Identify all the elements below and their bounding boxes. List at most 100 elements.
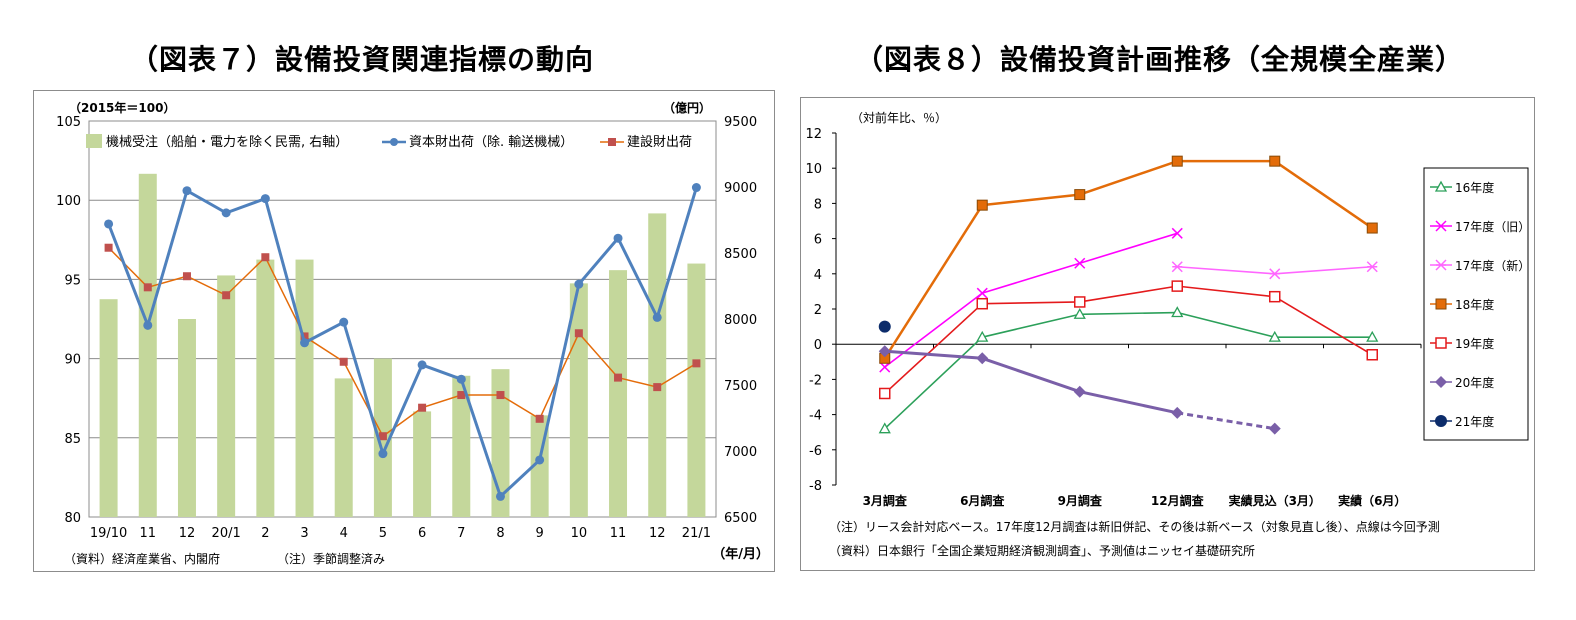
bar	[256, 259, 275, 517]
x-tick-label: 11	[610, 526, 627, 541]
chart-title-right: （図表８）設備投資計画推移（全規模全産業）	[855, 43, 1465, 76]
x-unit-label: （年/月）	[712, 546, 769, 562]
bar	[295, 259, 314, 517]
x-tick-label: 11	[140, 526, 157, 541]
series-segment	[1274, 160, 1373, 230]
legend-label-line: 建設財出荷	[627, 134, 692, 150]
y-unit-label: （対前年比、％）	[851, 110, 947, 125]
series-marker-建設財出荷	[418, 403, 427, 412]
bar	[217, 275, 236, 517]
y-tick-label: 4	[814, 268, 822, 283]
series-marker	[1171, 261, 1183, 273]
series-marker-資本財出荷	[417, 360, 427, 370]
series-segment	[1274, 265, 1373, 275]
legend-swatch-marker	[1434, 180, 1448, 192]
series-marker	[878, 345, 891, 358]
series-marker	[1268, 330, 1281, 342]
series-marker	[1269, 290, 1281, 303]
series-marker	[1073, 307, 1086, 319]
series-marker	[1366, 261, 1378, 273]
bar	[687, 263, 706, 517]
series-segment	[982, 262, 1080, 294]
legend-label: 18年度	[1455, 297, 1494, 312]
x-tick-label: 7	[457, 526, 465, 541]
series-marker	[1074, 257, 1086, 269]
legend-label: 17年度（旧）	[1455, 219, 1530, 234]
y-tick-label: 0	[814, 338, 822, 353]
legend-swatch-marker	[390, 138, 398, 146]
series-marker-建設財出荷	[339, 357, 348, 366]
series-marker-建設財出荷	[574, 329, 583, 338]
series-segment	[1177, 285, 1275, 298]
series-marker-建設財出荷	[535, 414, 544, 423]
series-marker	[1074, 296, 1086, 308]
series-marker-建設財出荷	[457, 391, 466, 400]
chart-panel-right: -8 -6 -4 -2 0 2 4 6 8 10 12 3月調査 6月調査 9月調査 12月調査 実績見込（3…	[800, 97, 1535, 571]
legend-swatch-marker	[1435, 415, 1447, 427]
source-note: （資料）経済産業省、内閣府	[64, 551, 220, 566]
x-tick-label: 実績（6月）	[1338, 493, 1406, 508]
legend-label-line: 資本財出荷（除. 輸送機械）	[409, 135, 573, 150]
y-tick-label: 2	[814, 303, 822, 318]
bar	[334, 378, 353, 517]
legend-label: 19年度	[1455, 336, 1494, 351]
series-marker	[878, 422, 891, 434]
series-marker-建設財出荷	[222, 291, 231, 300]
y-tick-label: 6	[814, 233, 822, 248]
series-marker	[1171, 280, 1183, 292]
legend-swatch-marker	[1435, 220, 1447, 232]
legend-swatch-bar	[86, 134, 102, 148]
series-segment	[1177, 411, 1275, 431]
series-marker	[1171, 155, 1183, 167]
y-right-tick-label: 9000	[724, 181, 757, 196]
chart-panel-left: 80 85 90 95 100 105 6500 7000 7500 8000 8500 9000 95…	[33, 90, 775, 572]
x-tick-label: 3月調査	[863, 493, 908, 508]
series-segment	[1079, 311, 1178, 316]
series-marker-建設財出荷	[261, 253, 270, 262]
series-segment	[1079, 232, 1178, 265]
series-marker	[878, 320, 891, 333]
series-marker-建設財出荷	[143, 283, 152, 292]
series-segment	[884, 336, 983, 430]
series-marker-建設財出荷	[182, 272, 191, 281]
note-1: （注）リース会計対応ベース。17年度12月調査は新旧併記、その後は新ベース（対象…	[829, 519, 1440, 534]
series-segment	[1177, 265, 1275, 275]
y-left-tick-label: 100	[56, 194, 81, 209]
x-tick-label: 実績見込（3月）	[1229, 493, 1321, 508]
x-tick-label: 9月調査	[1058, 493, 1103, 508]
legend-label-bar: 機械受注（船舶・電力を除く民需, 右軸）	[106, 134, 348, 150]
legend-swatch-marker	[1435, 259, 1447, 271]
series-marker-資本財出荷	[691, 183, 701, 193]
x-tick-label: 19/10	[90, 526, 127, 541]
legend-label: 17年度（新）	[1455, 258, 1530, 273]
x-tick-label: 9	[536, 526, 544, 541]
series-segment	[1079, 159, 1178, 196]
chart-title-left: （図表７）設備投資関連指標の動向	[130, 43, 595, 76]
bar	[648, 213, 667, 517]
y-tick-label: 12	[805, 127, 822, 142]
series-marker-建設財出荷	[378, 432, 387, 441]
y-left-tick-label: 95	[64, 273, 81, 288]
bar	[99, 299, 118, 517]
series-segment	[982, 301, 1080, 305]
series-marker-資本財出荷	[378, 449, 388, 459]
series-marker-資本財出荷	[260, 194, 270, 204]
series-segment	[1177, 311, 1275, 338]
bar	[177, 319, 196, 517]
series-marker	[1171, 406, 1184, 419]
series-segment	[981, 356, 1081, 394]
series-marker	[1073, 385, 1086, 398]
series-segment	[884, 303, 983, 395]
series-marker	[1269, 268, 1281, 280]
series-marker	[976, 199, 988, 211]
y-left-tick-label: 90	[64, 353, 81, 368]
x-tick-label: 2	[261, 526, 269, 541]
bar	[452, 375, 471, 517]
series-marker	[1366, 349, 1378, 361]
y-tick-label: -2	[809, 373, 822, 388]
y-tick-label: 8	[814, 197, 822, 212]
y-tick-label: -4	[809, 409, 822, 424]
x-tick-label: 20/1	[212, 526, 241, 541]
x-tick-label: 12	[179, 526, 196, 541]
y-right-tick-label: 7500	[724, 379, 757, 394]
